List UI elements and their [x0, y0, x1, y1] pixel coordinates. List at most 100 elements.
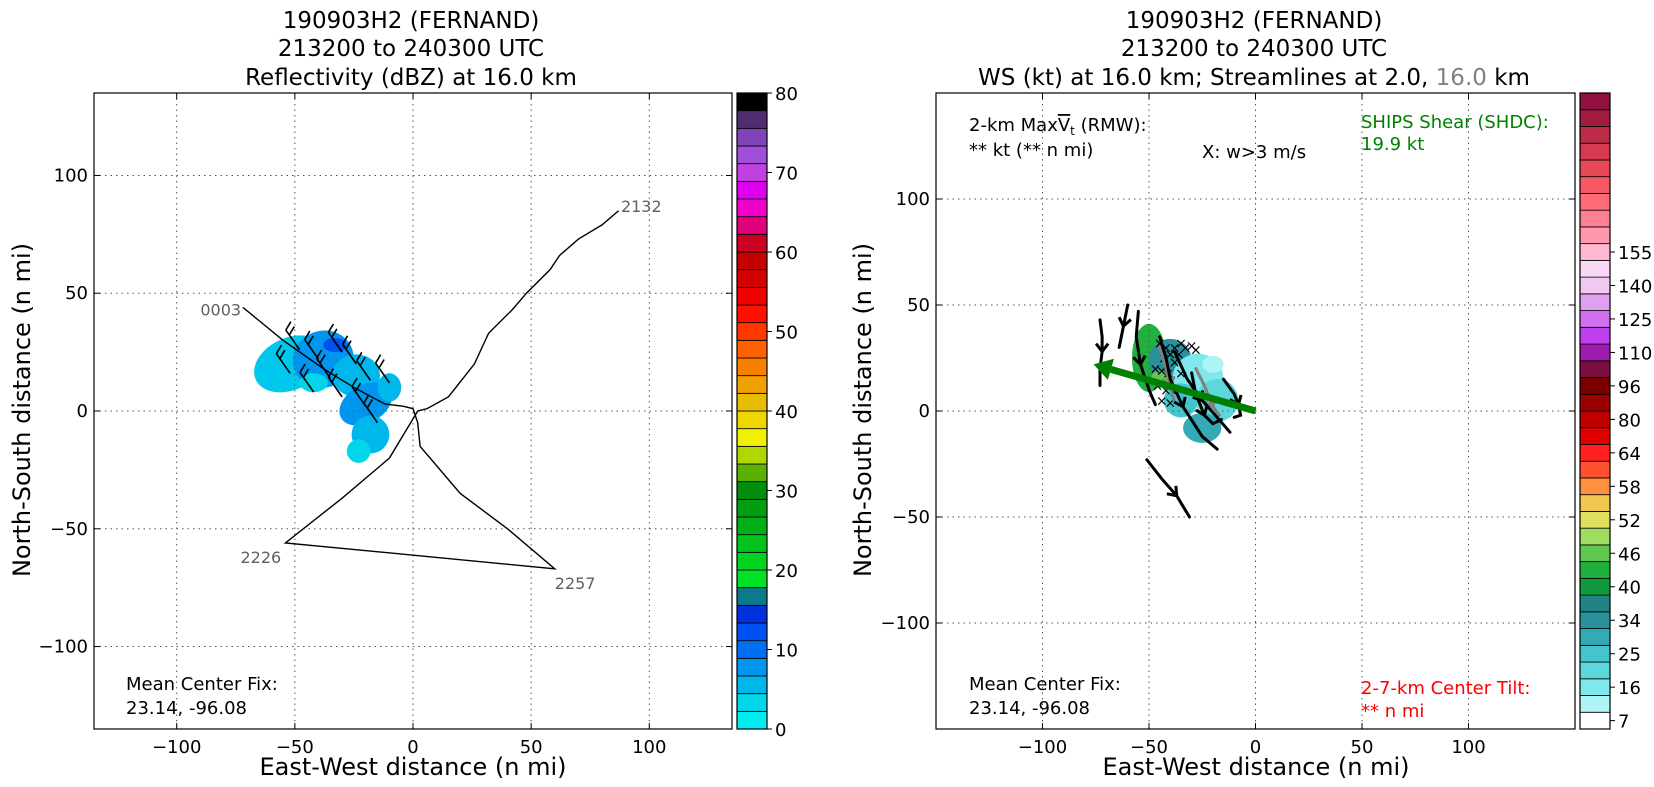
updraft-mark: × — [1190, 343, 1202, 359]
p1-grid — [94, 93, 732, 729]
p2-cbar-tick-label: 125 — [1618, 310, 1652, 331]
streamline-lower-arrow — [1195, 405, 1209, 418]
p1-cbar-bin — [736, 304, 768, 324]
p1-cbar-tick-label: 30 — [775, 482, 798, 503]
p2-cbar-frame — [1579, 92, 1611, 730]
p2-cbar-bin — [1579, 611, 1611, 629]
p2-rmw-prefix: 2-km Max — [969, 115, 1058, 136]
p2-cbar-bin — [1579, 193, 1611, 211]
p2-ytick-label: −100 — [881, 613, 930, 634]
p2-xtick-label: 100 — [1451, 737, 1485, 758]
updraft-mark: × — [1164, 347, 1176, 363]
p2-ylabel: North-South distance (n mi) — [849, 243, 877, 577]
p1-cbar-bin — [736, 375, 768, 394]
streamline-lower-arrow — [1117, 316, 1132, 329]
updraft-mark: × — [1160, 383, 1172, 399]
p1-title-line1: 190903H2 (FERNAND) — [283, 8, 540, 34]
p2-w-legend: X: w>3 m/s — [1202, 142, 1306, 163]
p2-cbar-tick-label: 140 — [1618, 276, 1652, 297]
p1-cbar-bin — [736, 110, 768, 129]
streamline-lower-arrow — [1173, 396, 1187, 410]
p1-center-fix-label: Mean Center Fix: — [126, 674, 278, 695]
p2-cbar-bin — [1579, 460, 1611, 479]
p1-cbar-bin — [736, 498, 768, 518]
wind-barb — [363, 394, 379, 424]
p2-tilt-label: 2-7-km Center Tilt: — [1361, 678, 1530, 699]
p1-cbar-bin — [736, 180, 768, 200]
p2-cbar-tick-label: 52 — [1618, 511, 1641, 532]
p2-cbar-tick-label: 34 — [1618, 611, 1641, 632]
p1-cbar-bin — [736, 286, 768, 306]
p2-cbar-bin — [1579, 243, 1611, 261]
wind-barb — [285, 321, 301, 351]
p2-cbar-bin — [1579, 628, 1611, 646]
p2-cbar-bin — [1579, 109, 1611, 127]
reflectivity-echo — [299, 373, 328, 393]
p2-xlabel: East-West distance (n mi) — [1102, 753, 1409, 781]
p1-cbar-bin — [736, 640, 768, 659]
p2-cbar-bin — [1579, 695, 1611, 713]
p1-cbar-tick-label: 40 — [775, 402, 798, 423]
wind-speed-colorbar: 7 16 25 34 40 46 52 58 64 80 96 110 125 140 155 — [1579, 92, 1652, 733]
p2-center-fix-value: 23.14, -96.08 — [969, 698, 1090, 719]
wind-barb — [351, 377, 367, 407]
p1-cbar-bin — [736, 693, 768, 712]
p2-shear-label: SHIPS Shear (SHDC): — [1361, 112, 1549, 133]
p1-cbar-tick-label: 60 — [775, 243, 798, 264]
p1-cbar-tick-label: 10 — [775, 641, 798, 662]
p2-ytick-label: 100 — [896, 189, 930, 210]
flight-track-time-label: 2226 — [241, 548, 282, 567]
reflectivity-echo — [377, 373, 402, 402]
updraft-mark: × — [1175, 366, 1187, 382]
p1-xtick-label: 50 — [520, 737, 543, 758]
p1-cbar-tick-label: 20 — [775, 561, 798, 582]
shear-vector — [1093, 358, 1257, 415]
wind-barb — [341, 335, 357, 365]
p2-cbar-bin — [1579, 678, 1611, 696]
updraft-mark: × — [1175, 336, 1187, 352]
p2-cbar-tick-label: 155 — [1618, 243, 1652, 264]
p1-cbar-bin — [736, 322, 768, 341]
updraft-mark: × — [1156, 393, 1168, 409]
p1-cbar-bin — [736, 216, 768, 235]
p1-center-fix-value: 23.14, -96.08 — [126, 698, 247, 719]
p1-cbar-bin — [736, 604, 768, 624]
p2-cbar-tick-label: 58 — [1618, 477, 1641, 498]
p1-cbar-bin — [736, 445, 768, 465]
p1-cbar-bin — [736, 710, 768, 730]
reflectivity-field — [254, 330, 402, 463]
p2-cbar-tick-label: 96 — [1618, 377, 1641, 398]
p2-cbar-bin — [1579, 92, 1611, 111]
p1-cbar-bin — [736, 269, 768, 288]
wind-barb — [327, 323, 343, 353]
p1-ytick-label: 0 — [77, 401, 88, 422]
p2-axis-ticks: −100 −50 0 50 100 −100 −50 0 50 100 — [881, 93, 1575, 758]
p1-cbar-bin — [736, 622, 768, 642]
p1-cbar-tick-label: 0 — [775, 720, 786, 741]
p1-cbar-bin — [736, 428, 768, 447]
p1-xlabel: East-West distance (n mi) — [259, 753, 566, 781]
updraft-mark: × — [1186, 338, 1198, 354]
p2-cbar-bin — [1579, 494, 1611, 512]
p1-cbar-tick-label: 70 — [775, 164, 798, 185]
streamline-lower — [1158, 335, 1219, 451]
p1-cbar-bin — [736, 481, 768, 500]
p1-cbar-bin — [736, 163, 768, 182]
p1-cbar-bin — [736, 675, 768, 695]
p2-cbar-bin — [1579, 577, 1611, 596]
p2-rmw-suffix: (RMW): — [1075, 115, 1147, 136]
p1-ytick-label: −50 — [50, 519, 88, 540]
updraft-mark: × — [1169, 385, 1181, 401]
wind-barb — [275, 344, 291, 374]
p2-rmw-value: ** kt (** n mi) — [969, 140, 1093, 161]
p1-cbar-bin — [736, 463, 768, 483]
p1-cbar-bin — [736, 145, 768, 165]
streamline-lower-arrow — [1132, 354, 1147, 367]
p2-cbar-bin — [1579, 410, 1611, 429]
p2-cbar-bin — [1579, 561, 1611, 579]
wind-speed-panel: 190903H2 (FERNAND) 213200 to 240300 UTC … — [849, 8, 1652, 781]
p1-title-line2: 213200 to 240300 UTC — [278, 36, 544, 62]
updraft-mark: × — [1179, 340, 1191, 356]
wind-barb — [374, 354, 391, 384]
